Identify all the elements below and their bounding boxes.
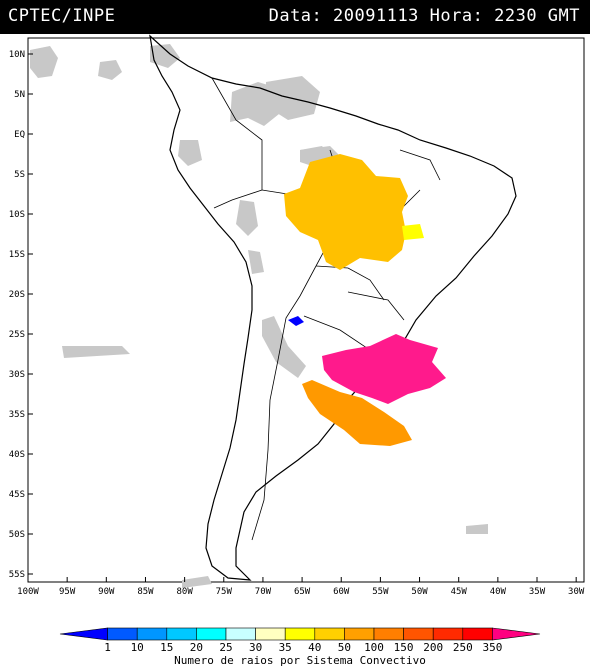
cloud-patch (182, 576, 212, 588)
amazon-cluster (284, 154, 408, 270)
cloud-patch (262, 316, 306, 378)
southern-brazil-cluster (322, 334, 446, 404)
longitude-labels: 100W 95W 90W 85W 80W 75W 70W 65W 60W 55W 50W 45W 40W… (17, 577, 585, 597)
lat-tick-label: 10S (9, 210, 25, 220)
date-value: 20091113 (333, 6, 419, 26)
lat-tick-label: 5S (14, 170, 25, 180)
cloud-patch (30, 46, 58, 78)
legend-swatch (432, 627, 464, 641)
legend-swatch (344, 627, 375, 641)
legend-value-label: 35 (279, 641, 292, 654)
legend-value-label: 350 (482, 641, 502, 654)
title-bar: CPTEC/INPE Data: 20091113 Hora: 2230 GMT (0, 0, 590, 34)
cloud-patch (150, 44, 180, 68)
legend-caption: Numero de raios por Sistema Convectivo (174, 654, 426, 667)
paraguay-blue-cluster (288, 316, 304, 326)
legend-swatch (136, 627, 168, 641)
lat-tick-label: 35S (9, 410, 25, 420)
legend-value-label: 15 (160, 641, 173, 654)
lon-tick-label: 100W (17, 587, 39, 597)
lat-tick-label: 10N (9, 50, 25, 60)
cloud-patch (178, 140, 202, 166)
lat-tick-label: 5N (14, 90, 25, 100)
legend-swatch (314, 627, 345, 641)
legend-value-label: 50 (338, 641, 351, 654)
lat-tick-label: EQ (14, 130, 25, 140)
legend-swatch (284, 627, 316, 641)
legend-swatch (59, 627, 108, 641)
south-america-outline (149, 34, 517, 581)
legend-value-label: 150 (394, 641, 414, 654)
legend-value-label: 100 (364, 641, 384, 654)
lat-tick-label: 30S (9, 370, 25, 380)
lon-tick-label: 65W (294, 587, 311, 597)
lon-tick-label: 90W (98, 587, 115, 597)
legend-swatch (225, 627, 256, 641)
time-value: 2230 GMT (494, 6, 580, 26)
legend-swatch (492, 627, 541, 641)
lat-tick-label: 25S (9, 330, 25, 340)
legend-value-label: 30 (249, 641, 262, 654)
legend-swatch (196, 627, 227, 641)
lon-tick-label: 35W (529, 587, 546, 597)
source-label: CPTEC/INPE (8, 6, 116, 26)
legend-swatch (462, 627, 493, 641)
map-panel: 100W 95W 90W 85W 80W 75W 70W 65W 60W 55W 50W 45W 40W… (9, 34, 585, 597)
lon-tick-label: 55W (372, 587, 389, 597)
legend-swatch (107, 627, 138, 641)
argentina-orange-cluster (302, 380, 412, 446)
legend-value-label: 200 (423, 641, 443, 654)
lat-tick-label: 40S (9, 450, 25, 460)
legend-value-label: 1 (104, 641, 111, 654)
lon-tick-label: 70W (255, 587, 272, 597)
cloud-patch (236, 200, 258, 236)
lon-tick-label: 80W (176, 587, 193, 597)
legend-swatch (373, 627, 404, 641)
central-yellow-cluster (402, 224, 424, 240)
lat-tick-label: 50S (9, 530, 25, 540)
cloud-patch (62, 346, 130, 358)
lat-tick-label: 55S (9, 570, 25, 580)
lat-tick-label: 15S (9, 250, 25, 260)
legend-value-label: 250 (453, 641, 473, 654)
legend-swatch (255, 627, 286, 641)
time-label: Hora: (429, 6, 484, 26)
lon-tick-label: 60W (333, 587, 350, 597)
legend-swatch (403, 627, 434, 641)
map-frame (27, 37, 585, 583)
lat-tick-label: 20S (9, 290, 25, 300)
cloud-layer (30, 44, 488, 588)
lon-tick-label: 30W (568, 587, 585, 597)
lon-tick-label: 40W (490, 587, 507, 597)
timestamp-label: Data: 20091113 Hora: 2230 GMT (269, 6, 580, 26)
lightning-count-legend: 1 10 15 20 25 30 35 40 50 100 150 200 250 350 (59, 627, 541, 654)
cloud-patch (98, 60, 122, 80)
date-label: Data: (268, 6, 323, 26)
cloud-patch (248, 250, 264, 274)
cloud-patch (466, 524, 488, 534)
legend-value-label: 40 (308, 641, 321, 654)
lon-tick-label: 85W (137, 587, 154, 597)
legend-swatch (166, 627, 197, 641)
lon-tick-label: 50W (411, 587, 428, 597)
legend-value-label: 20 (190, 641, 203, 654)
legend-value-label: 10 (131, 641, 144, 654)
legend-value-label: 25 (219, 641, 232, 654)
lat-tick-label: 45S (9, 490, 25, 500)
lon-tick-label: 75W (216, 587, 233, 597)
latitude-labels: 10N 5N EQ 5S 10S 15S 20S 25S 30S 35S 40S 45S 50S 55S (9, 50, 33, 580)
lon-tick-label: 95W (59, 587, 76, 597)
lon-tick-label: 45W (451, 587, 468, 597)
